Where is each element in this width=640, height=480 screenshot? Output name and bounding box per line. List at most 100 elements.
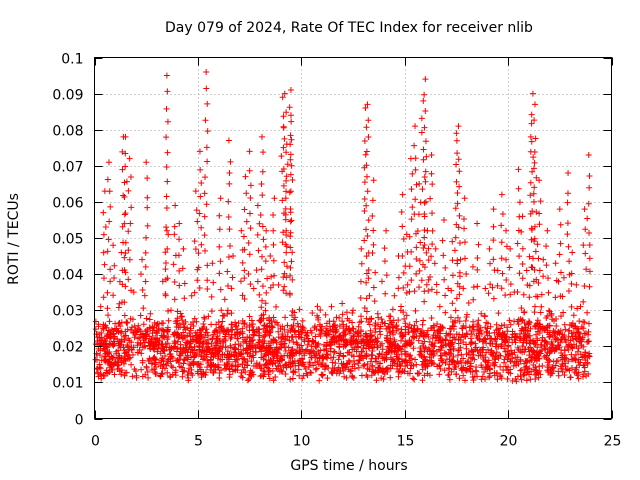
data-point [317,307,324,314]
data-point [97,365,104,372]
data-point [351,361,358,368]
data-point [287,132,294,139]
y-axis-label: ROTI / TECUs [6,193,22,285]
data-point [177,310,184,317]
data-point [216,212,223,219]
data-point [358,349,365,356]
data-point [456,291,463,298]
data-point [390,329,397,336]
data-point [295,362,302,369]
data-point [443,330,450,337]
data-point [257,212,264,219]
data-point [425,360,432,367]
data-point [332,360,339,367]
data-point [449,238,456,245]
data-point [379,346,386,353]
data-point [518,228,525,235]
data-point [586,268,593,275]
data-point [555,372,562,379]
y-tick-label: 0.04 [52,268,83,284]
data-point [245,271,252,278]
data-point [482,324,489,331]
data-point [174,317,181,324]
data-point [400,269,407,276]
data-point [186,360,193,367]
data-point [487,349,494,356]
data-point [339,364,346,371]
data-point [365,319,372,326]
data-point [257,373,264,380]
data-point [360,363,367,370]
data-point [248,358,255,365]
data-point [269,324,276,331]
data-point [129,316,136,323]
data-point [115,355,122,362]
data-point [497,352,504,359]
data-point [183,344,190,351]
data-point [143,315,150,322]
data-point [309,310,316,317]
data-point [534,241,541,248]
data-point [416,284,423,291]
data-point [454,190,461,197]
data-point [486,374,493,381]
data-point [566,258,573,265]
data-point [524,357,531,364]
data-point [491,372,498,379]
data-point [545,289,552,296]
data-point [119,299,126,306]
data-point [179,265,186,272]
data-point [411,333,418,340]
data-point [546,334,553,341]
data-point [552,362,559,369]
data-point [538,291,545,298]
data-point [357,295,364,302]
data-point [201,355,208,362]
data-point [565,358,572,365]
data-point [241,364,248,371]
data-point [281,135,288,142]
data-point [196,349,203,356]
data-point [124,319,131,326]
data-point [259,338,266,345]
data-point [286,189,293,196]
data-point [289,177,296,184]
data-point [439,325,446,332]
data-point [226,374,233,381]
data-point [330,318,337,325]
data-point [383,334,390,341]
data-point [408,216,415,223]
data-point [225,331,232,338]
data-point [256,343,263,350]
data-point [219,318,226,325]
data-point [246,251,253,258]
data-point [122,283,129,290]
data-point [176,236,183,243]
data-point [428,357,435,364]
data-point [427,325,434,332]
data-point [503,256,510,263]
data-point [490,350,497,357]
data-point [312,354,319,361]
data-point [246,334,253,341]
data-point [447,314,454,321]
data-point [287,156,294,163]
data-point [118,371,125,378]
data-point [423,153,430,160]
data-point [425,333,432,340]
data-point [503,243,510,250]
data-point [247,372,254,379]
data-point [365,249,372,256]
data-point [498,191,505,198]
data-point [242,368,249,375]
data-point [288,136,295,143]
data-point [111,274,118,281]
data-point [109,354,116,361]
data-point [171,279,178,286]
data-point [312,366,319,373]
data-point [527,179,534,186]
data-point [262,258,269,265]
data-point [204,364,211,371]
data-point [548,310,555,317]
data-point [453,130,460,137]
